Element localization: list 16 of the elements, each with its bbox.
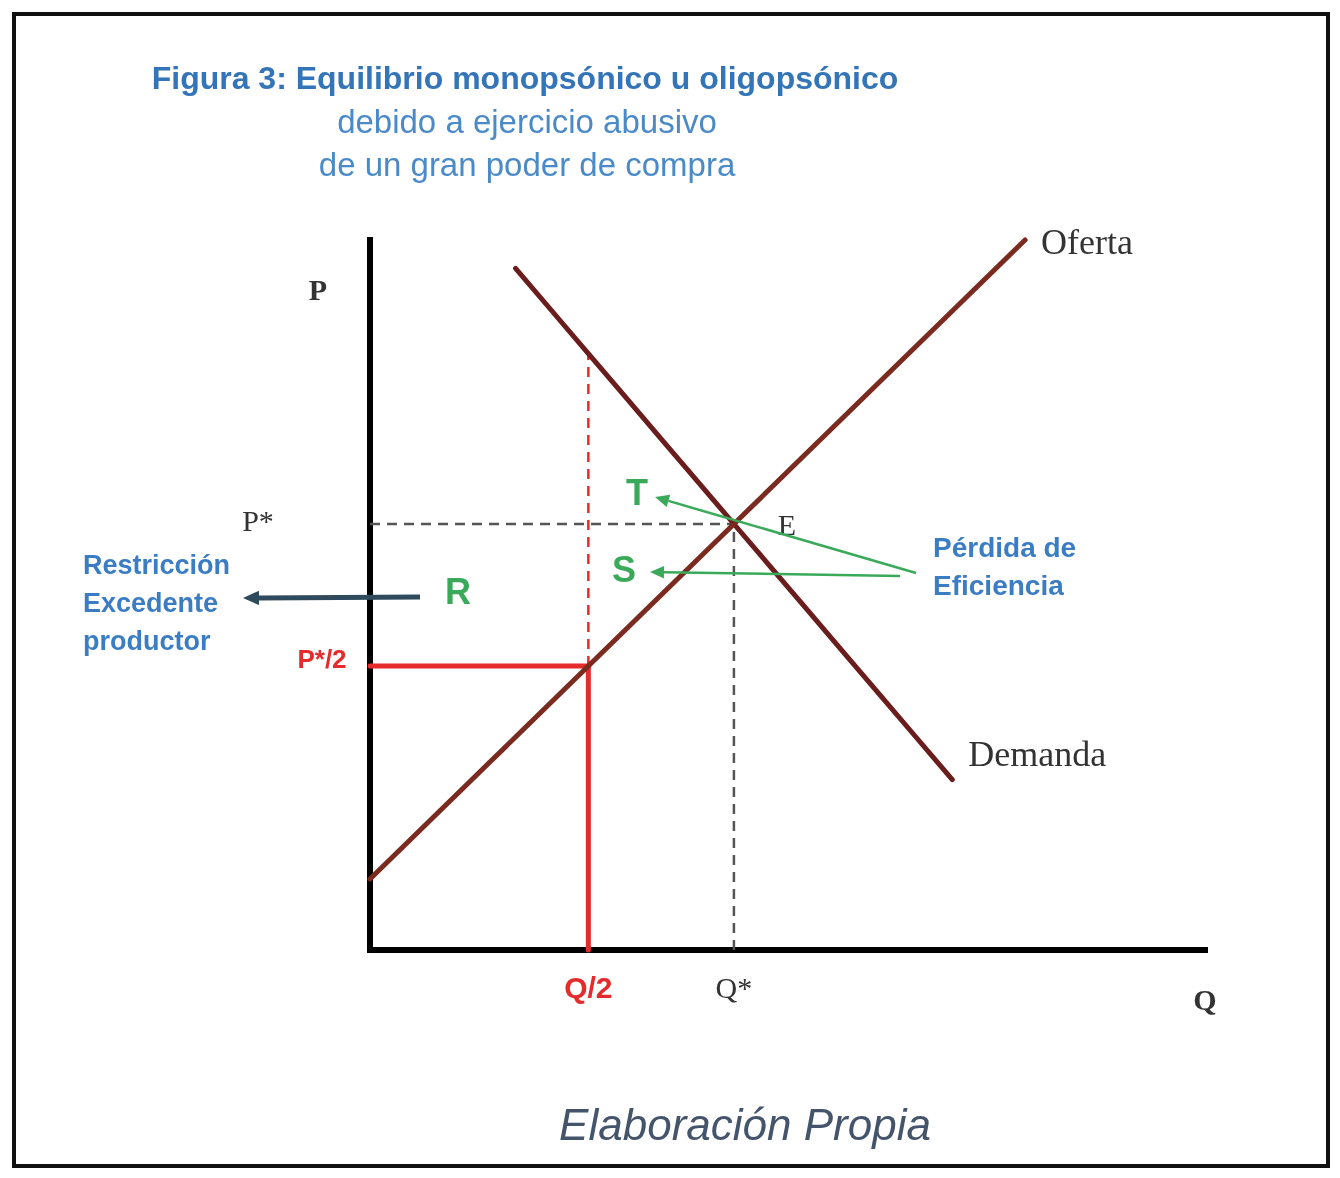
text: P*/2	[297, 644, 347, 675]
annotation: T	[626, 471, 648, 513]
annotation: Pérdida de Eficiencia	[933, 531, 1077, 601]
annotation: S	[611, 548, 637, 590]
text: Restricción Excedente productor	[83, 550, 231, 657]
series-label: Demanda	[968, 734, 1107, 775]
chart-title: Figura 3: Equilibrio monopsónico u oligopsónico	[151, 59, 899, 96]
text: P*	[242, 503, 274, 537]
chart-subtitle: debido a ejercicio abusivo de un gran poder de compra	[318, 103, 736, 184]
x-tick-label: Q*	[715, 970, 753, 1004]
y-axis-title: P	[308, 272, 328, 306]
x-axis-title: Q	[1193, 982, 1217, 1016]
annotation: R	[445, 570, 471, 612]
series-label: Oferta	[1041, 222, 1133, 263]
text: Elaboración Propia	[559, 1100, 931, 1150]
x-tick-label: Q/2	[564, 971, 613, 1005]
